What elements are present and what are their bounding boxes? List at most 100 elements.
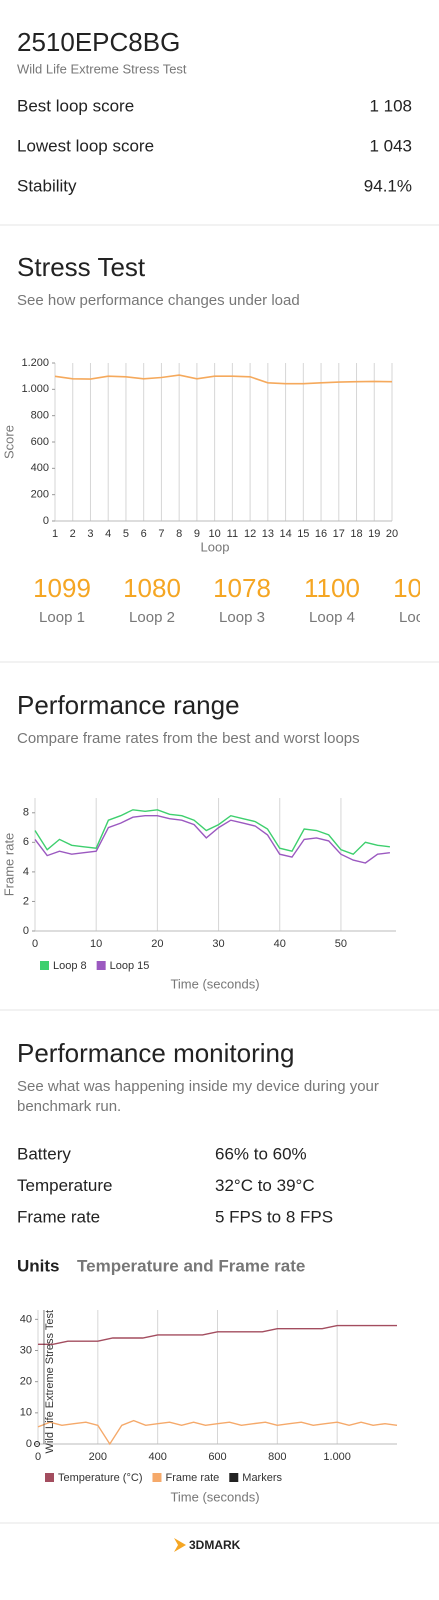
y-tick-label: 10: [20, 1407, 32, 1419]
chart: 0 10 20 30 40 50 0 2 4 6 8 Frame rate Time (seconds)…: [1, 798, 396, 991]
x-tick-label: 14: [279, 528, 291, 540]
section-subtitle: See what was happening inside my device …: [17, 1078, 379, 1095]
logo-text: 3DMARK: [189, 1538, 241, 1552]
loop-score: 1099: [33, 573, 91, 603]
y-tick-label: 400: [31, 462, 49, 474]
x-tick-label: 1.000: [323, 1451, 351, 1463]
section-subtitle: See how performance changes under load: [17, 292, 300, 309]
summary-value: 1 043: [369, 136, 412, 155]
units-label[interactable]: Units: [17, 1256, 60, 1275]
loop-score: 1078: [213, 573, 271, 603]
x-axis-label: Time (seconds): [170, 976, 259, 991]
y-tick-label: 2: [23, 895, 29, 907]
logo-icon: [174, 1538, 186, 1552]
summary-label: Stability: [17, 176, 77, 195]
y-tick-label: 0: [43, 515, 49, 527]
loop-cards: 1099 Loop 1 1080 Loop 2 1078 Loop 3 1100 Loop 4…: [33, 573, 439, 626]
line: [38, 1324, 397, 1345]
loop-label: Loop 5: [399, 609, 439, 626]
x-tick-label: 12: [244, 528, 256, 540]
x-tick-label: 10: [209, 528, 221, 540]
y-tick-label: 20: [20, 1376, 32, 1388]
x-tick-label: 8: [176, 528, 182, 540]
loop-label: Loop 4: [309, 609, 355, 626]
legend-label: Loop 15: [110, 960, 150, 972]
loop-label: Loop 2: [129, 609, 175, 626]
x-tick-label: 40: [274, 938, 286, 950]
line: [34, 809, 390, 856]
section-subtitle: benchmark run.: [17, 1098, 121, 1115]
x-tick-label: 9: [194, 528, 200, 540]
summary-label: Lowest loop score: [17, 136, 154, 155]
x-tick-label: 18: [350, 528, 362, 540]
info-value: 66% to 60%: [215, 1144, 307, 1163]
x-tick-label: 800: [268, 1451, 286, 1463]
logo: 3DMARK: [174, 1538, 241, 1552]
x-axis-label: Time (seconds): [170, 1489, 259, 1504]
y-tick-label: 0: [26, 1438, 32, 1450]
x-tick-label: 30: [212, 938, 224, 950]
x-tick-label: 7: [158, 528, 164, 540]
legend-swatch: [40, 961, 49, 970]
y-tick-label: 200: [31, 489, 49, 501]
test-name: Wild Life Extreme Stress Test: [17, 61, 187, 76]
info-value: 32°C to 39°C: [215, 1176, 315, 1195]
x-tick-label: 10: [90, 938, 102, 950]
x-tick-label: 11: [227, 528, 238, 540]
device-name: 2510EPC8BG: [17, 27, 180, 57]
y-tick-label: 1.200: [21, 357, 49, 369]
y-tick-label: 40: [20, 1313, 32, 1325]
x-tick-label: 4: [105, 528, 111, 540]
legend-label: Markers: [242, 1472, 282, 1484]
x-tick-label: 15: [297, 528, 309, 540]
x-tick-label: 6: [141, 528, 147, 540]
legend-swatch: [45, 1473, 54, 1482]
x-tick-label: 3: [87, 528, 93, 540]
y-tick-label: 30: [20, 1344, 32, 1356]
x-tick-label: 16: [315, 528, 327, 540]
info-label: Battery: [17, 1144, 71, 1163]
y-axis-label: Frame rate: [1, 833, 16, 897]
units-value[interactable]: Temperature and Frame rate: [77, 1256, 305, 1275]
x-tick-label: 0: [35, 1451, 41, 1463]
marker-label: Wild Life Extreme Stress Test: [44, 1310, 56, 1453]
loop-score: 1100: [304, 573, 360, 603]
section-title: Performance range: [17, 690, 240, 720]
x-tick-label: 600: [208, 1451, 226, 1463]
x-tick-label: 19: [368, 528, 380, 540]
chart: 1 2 3 4 5 6 7 8 9 10 11 12 13 14 15 16 17 18 19 20020040060…: [1, 357, 398, 555]
x-tick-label: 17: [333, 528, 345, 540]
info-label: Temperature: [17, 1176, 112, 1195]
summary-label: Best loop score: [17, 96, 134, 115]
x-tick-label: 20: [151, 938, 163, 950]
legend-swatch: [229, 1473, 239, 1482]
x-tick-label: 200: [89, 1451, 107, 1463]
section-subtitle: Compare frame rates from the best and wo…: [17, 730, 360, 747]
summary-value: 94.1%: [364, 176, 412, 195]
y-tick-label: 800: [31, 410, 49, 422]
summary-value: 1 108: [369, 96, 412, 115]
legend-label: Frame rate: [165, 1472, 219, 1484]
x-axis-label: Loop: [201, 539, 230, 554]
loop-score: 1080: [123, 573, 181, 603]
line: [34, 815, 390, 864]
y-tick-label: 6: [23, 836, 29, 848]
x-tick-label: 13: [262, 528, 274, 540]
marker: [34, 1441, 40, 1447]
legend-label: Temperature (°C): [58, 1472, 142, 1484]
y-tick-label: 0: [23, 925, 29, 937]
monitor-info: Battery 66% to 60% Temperature 32°C to 39°C…: [17, 1144, 333, 1226]
section-title: Stress Test: [17, 252, 146, 282]
x-tick-label: 1: [52, 528, 58, 540]
summary: Best loop score 1 108 Lowest loop score 1 0…: [17, 96, 412, 195]
y-tick-label: 8: [23, 807, 29, 819]
info-value: 5 FPS to 8 FPS: [215, 1207, 333, 1226]
y-tick-label: 4: [23, 866, 29, 878]
x-tick-label: 400: [148, 1451, 166, 1463]
loop-label: Loop 3: [219, 609, 265, 626]
legend-swatch: [152, 1473, 162, 1482]
legend-label: Loop 8: [53, 960, 87, 972]
x-tick-label: 5: [123, 528, 129, 540]
loop-label: Loop 1: [39, 609, 85, 626]
section-title: Performance monitoring: [17, 1038, 294, 1068]
